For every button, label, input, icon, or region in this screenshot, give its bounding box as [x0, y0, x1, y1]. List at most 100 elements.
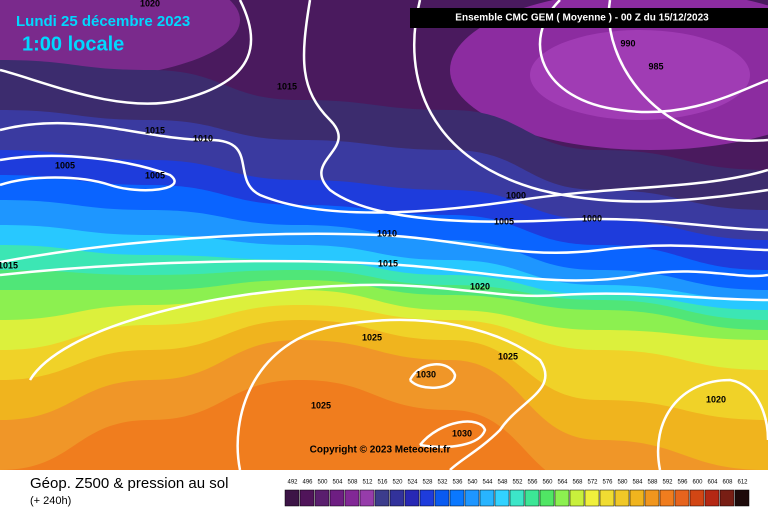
colorbar-label: 572 — [587, 480, 598, 486]
colorbar-label: 492 — [287, 480, 298, 486]
isobar-line — [0, 0, 253, 105]
colorbar-swatch — [569, 489, 585, 507]
colorbar-swatch — [494, 489, 510, 507]
isobar-label: 1010 — [193, 133, 213, 143]
colorbar-swatch — [434, 489, 450, 507]
colorbar-swatch — [284, 489, 300, 507]
colorbar-swatch — [524, 489, 540, 507]
colorbar-swatch — [539, 489, 555, 507]
isobar-label: 1025 — [311, 400, 331, 410]
colorbar-label: 612 — [737, 480, 748, 486]
colorbar-swatch — [509, 489, 525, 507]
colorbar-label: 584 — [632, 480, 643, 486]
colorbar-label: 548 — [497, 480, 508, 486]
isobar-line — [419, 420, 487, 449]
colorbar-swatch — [644, 489, 660, 507]
isobar-label: 1015 — [378, 258, 398, 268]
isobar-line — [0, 232, 768, 264]
isobar-label: 1015 — [0, 260, 18, 270]
colorbar-label: 512 — [362, 480, 373, 486]
colorbar-label: 500 — [317, 480, 328, 486]
isobar-label: 1005 — [55, 160, 75, 170]
lead-time: (+ 240h) — [30, 495, 71, 507]
isobar-line — [236, 318, 547, 471]
colorbar-label: 604 — [707, 480, 718, 486]
colorbar-swatch — [344, 489, 360, 507]
isobar-line — [0, 259, 768, 282]
colorbar-swatch — [449, 489, 465, 507]
colorbar-swatch — [629, 489, 645, 507]
colorbar-label: 540 — [467, 480, 478, 486]
colorbar-label: 592 — [662, 480, 673, 486]
colorbar-swatch — [299, 489, 315, 507]
colorbar-label: 520 — [392, 480, 403, 486]
colorbar-swatch — [419, 489, 435, 507]
isobar-label: 1015 — [145, 125, 165, 135]
model-info: Ensemble CMC GEM ( Moyenne ) - 00 Z du 1… — [455, 13, 709, 24]
colorbar-swatch — [704, 489, 720, 507]
colorbar-label: 552 — [512, 480, 523, 486]
colorbar-swatch — [479, 489, 495, 507]
colorbar-swatch — [389, 489, 405, 507]
model-box — [410, 8, 768, 28]
isobar-line — [28, 283, 768, 381]
isobar-line — [0, 154, 176, 192]
colorbar-swatch — [719, 489, 735, 507]
isobar-label: 1020 — [706, 394, 726, 404]
local-time: 1:00 locale — [22, 33, 124, 55]
isobar-label: 1030 — [416, 369, 436, 379]
isobar-labels: 1020 1015 1015 1010 1005 1005 1015 990 985 1000 10… — [0, 0, 726, 438]
isobar-label: 990 — [620, 38, 635, 48]
isobar-label: 1005 — [494, 216, 514, 226]
colorbar-label: 528 — [422, 480, 433, 486]
isobar-label: 1005 — [145, 170, 165, 180]
colorbar: 492 496 500 504 508 512 516 520 524 528 532 536 540 5… — [284, 480, 750, 507]
isobars — [0, 0, 768, 471]
colorbar-label: 544 — [482, 480, 493, 486]
isobar-line — [412, 0, 768, 203]
colorbar-swatch — [674, 489, 690, 507]
field-top-left — [0, 0, 240, 80]
isobar-label: 1025 — [362, 332, 382, 342]
isobar-line — [538, 0, 768, 114]
colorbar-label: 588 — [647, 480, 658, 486]
colorbar-label: 508 — [347, 480, 358, 486]
field-low — [530, 30, 750, 120]
isobar-label: 1020 — [140, 0, 160, 8]
colorbar-swatch — [404, 489, 420, 507]
isobar-label: 985 — [648, 61, 663, 71]
colorbar-label: 516 — [377, 480, 388, 486]
colorbar-label: 596 — [677, 480, 688, 486]
colorbar-swatch — [464, 489, 480, 507]
colorbar-label: 504 — [332, 480, 343, 486]
colorbar-swatch — [584, 489, 600, 507]
isobar-line — [302, 0, 768, 232]
colorbar-swatch — [614, 489, 630, 507]
colorbar-swatch — [659, 489, 675, 507]
colorbar-label: 560 — [542, 480, 553, 486]
isobar-line — [408, 363, 457, 390]
colorbar-swatch — [374, 489, 390, 507]
colorbar-label: 524 — [407, 480, 418, 486]
date: Lundi 25 décembre 2023 — [16, 13, 190, 30]
colorbar-swatch — [689, 489, 705, 507]
colorbar-swatch — [329, 489, 345, 507]
colorbar-label: 600 — [692, 480, 703, 486]
colorbar-label: 576 — [602, 480, 613, 486]
isobar-label: 1020 — [470, 281, 490, 291]
colorbar-label: 556 — [527, 480, 538, 486]
copyright: Copyright © 2023 Meteociel.fr — [310, 445, 451, 456]
isobar-label: 1030 — [452, 428, 472, 438]
colorbar-label: 568 — [572, 480, 583, 486]
colorbar-label: 608 — [722, 480, 733, 486]
colorbar-swatch — [734, 489, 750, 507]
colorbar-swatch — [599, 489, 615, 507]
colorbar-label: 496 — [302, 480, 313, 486]
isobar-label: 1010 — [377, 228, 397, 238]
isobar-label: 1015 — [277, 81, 297, 91]
isobar-label: 1000 — [582, 213, 602, 223]
colorbar-swatch — [314, 489, 330, 507]
isobar-label: 1025 — [498, 351, 518, 361]
